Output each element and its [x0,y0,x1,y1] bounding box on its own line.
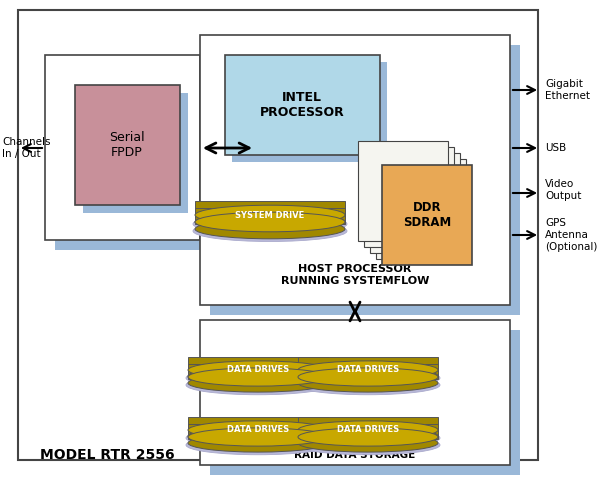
Bar [210,330,520,475]
Text: SYSTEM DRIVE: SYSTEM DRIVE [235,210,305,219]
Bar [232,62,387,162]
Ellipse shape [195,212,345,232]
Text: USB: USB [545,143,566,153]
Text: RAID DATA STORAGE: RAID DATA STORAGE [295,450,416,460]
Bar [195,208,345,224]
Bar [188,357,328,372]
Ellipse shape [296,368,440,388]
Bar [298,364,438,379]
Text: DDR
SDRAM: DDR SDRAM [403,201,451,229]
Ellipse shape [195,219,345,239]
Bar [364,147,454,247]
Text: Gigabit
Ethernet: Gigabit Ethernet [545,79,590,101]
Bar [188,364,328,379]
Ellipse shape [298,368,438,386]
Bar [298,357,438,372]
Ellipse shape [296,428,440,448]
Ellipse shape [188,421,328,439]
Bar [18,10,538,460]
Bar [83,93,188,213]
Text: HOST PROCESSOR
RUNNING SYSTEMFLOW: HOST PROCESSOR RUNNING SYSTEMFLOW [281,264,429,286]
Bar [75,85,180,205]
Text: DATA DRIVES: DATA DRIVES [227,425,289,435]
Text: Channels
In / Out: Channels In / Out [2,137,50,159]
Ellipse shape [193,220,347,241]
Bar [225,55,380,155]
Ellipse shape [188,368,328,386]
Bar [195,201,345,217]
Ellipse shape [188,427,328,445]
Ellipse shape [188,374,328,392]
Bar [382,165,472,265]
Bar [45,55,200,240]
Ellipse shape [195,212,345,232]
Ellipse shape [188,367,328,385]
Ellipse shape [298,421,438,439]
Ellipse shape [298,367,438,385]
Ellipse shape [188,434,328,452]
Text: INTEL
PROCESSOR: INTEL PROCESSOR [260,91,344,119]
Ellipse shape [186,428,330,448]
Ellipse shape [188,428,328,446]
Ellipse shape [298,434,438,452]
Text: DATA DRIVES: DATA DRIVES [337,425,399,435]
Ellipse shape [298,374,438,392]
Bar [298,424,438,439]
Text: DATA DRIVES: DATA DRIVES [227,366,289,374]
Bar [200,35,510,305]
Ellipse shape [296,435,440,455]
Bar [55,65,210,250]
Bar [188,424,328,439]
Ellipse shape [186,435,330,455]
Bar [298,417,438,432]
Ellipse shape [298,427,438,445]
Bar [370,153,460,253]
Bar [200,320,510,465]
Ellipse shape [298,428,438,446]
Text: Video
Output: Video Output [545,179,581,201]
Ellipse shape [186,375,330,395]
Bar [376,159,466,259]
Text: MODEL RTR 2556: MODEL RTR 2556 [40,448,175,462]
Bar [210,45,520,315]
Ellipse shape [186,368,330,388]
Ellipse shape [188,361,328,379]
Ellipse shape [296,375,440,395]
Text: Serial
FPDP: Serial FPDP [109,131,145,159]
Bar [188,417,328,432]
Bar [358,141,448,241]
Text: GPS
Antenna
(Optional): GPS Antenna (Optional) [545,218,598,251]
Text: DATA DRIVES: DATA DRIVES [337,366,399,374]
Ellipse shape [195,205,345,225]
Ellipse shape [193,214,347,235]
Ellipse shape [298,361,438,379]
